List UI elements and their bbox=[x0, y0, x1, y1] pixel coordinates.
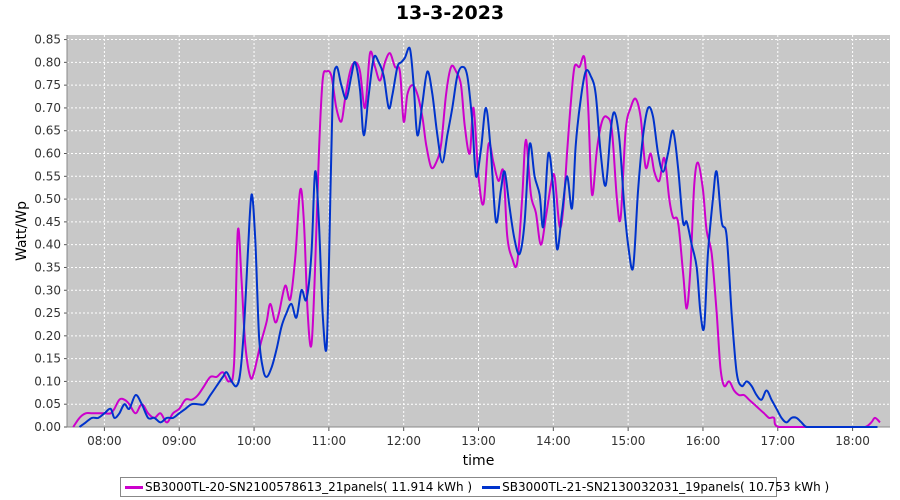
y-tick-label: 0.75 bbox=[34, 78, 61, 92]
y-tick-label: 0.35 bbox=[34, 260, 61, 274]
legend-label-series-1: SB3000TL-20-SN2100578613_21panels( 11.91… bbox=[145, 480, 473, 494]
x-tick-label: 17:00 bbox=[760, 434, 795, 448]
y-axis-label: Watt/Wp bbox=[14, 201, 30, 261]
x-tick-label: 10:00 bbox=[237, 434, 272, 448]
series-line-2 bbox=[78, 46, 878, 428]
x-tick-label: 18:00 bbox=[835, 434, 870, 448]
y-tick-label: 0.60 bbox=[34, 147, 61, 161]
x-tick-label: 16:00 bbox=[686, 434, 721, 448]
y-tick-label: 0.65 bbox=[34, 124, 61, 138]
y-tick-label: 0.40 bbox=[34, 238, 61, 252]
y-tick-label: 0.45 bbox=[34, 215, 61, 229]
y-tick-label: 0.10 bbox=[34, 374, 61, 388]
y-tick-label: 0.70 bbox=[34, 101, 61, 115]
x-tick-label: 13:00 bbox=[461, 434, 496, 448]
x-tick-label: 08:00 bbox=[87, 434, 122, 448]
legend-label-series-2: SB3000TL-21-SN2130032031_19panels( 10.75… bbox=[502, 480, 830, 494]
x-axis-label: time bbox=[463, 453, 495, 469]
y-tick-label: 0.20 bbox=[34, 329, 61, 343]
y-tick-label: 0.15 bbox=[34, 352, 61, 366]
legend-item-series-1: SB3000TL-20-SN2100578613_21panels( 11.91… bbox=[125, 480, 472, 494]
y-tick-label: 0.05 bbox=[34, 397, 61, 411]
axes: 0.00 0.05 0.10 0.15 0.20 0.25 0.30 0.35 0.40 0.45… bbox=[34, 33, 890, 448]
chart-title: 13-3-2023 bbox=[395, 2, 505, 24]
x-tick-label: 11:00 bbox=[312, 434, 347, 448]
legend: SB3000TL-20-SN2100578613_21panels( 11.91… bbox=[120, 477, 829, 497]
y-tick-label: 0.85 bbox=[34, 33, 61, 47]
x-tick-label: 09:00 bbox=[162, 434, 197, 448]
legend-swatch-series-2 bbox=[482, 485, 501, 489]
y-tick-label: 0.30 bbox=[34, 283, 61, 297]
y-tick-label: 0.80 bbox=[34, 55, 61, 69]
y-tick-label: 0.55 bbox=[34, 169, 61, 183]
series-lines bbox=[72, 46, 881, 428]
legend-swatch-series-1 bbox=[125, 485, 143, 489]
y-tick-label: 0.00 bbox=[34, 420, 61, 434]
y-tick-label: 0.25 bbox=[34, 306, 61, 320]
x-tick-label: 14:00 bbox=[536, 434, 571, 448]
x-tick-label: 12:00 bbox=[386, 434, 421, 448]
x-tick-label: 15:00 bbox=[611, 434, 646, 448]
y-tick-label: 0.50 bbox=[34, 192, 61, 206]
legend-item-series-2: SB3000TL-21-SN2130032031_19panels( 10.75… bbox=[482, 480, 829, 494]
